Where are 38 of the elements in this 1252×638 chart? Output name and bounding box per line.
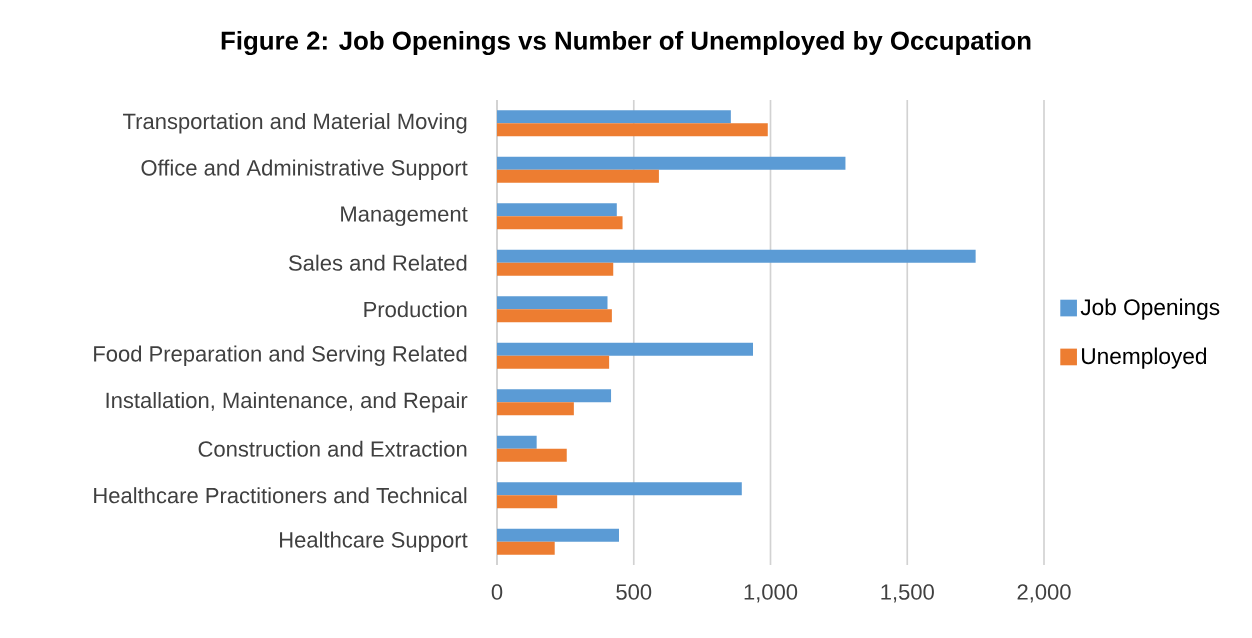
bar	[497, 262, 614, 276]
bar	[497, 249, 976, 263]
bar	[497, 309, 612, 323]
bar	[497, 203, 617, 217]
bar	[497, 355, 610, 369]
y-tick-label: Production	[364, 301, 467, 318]
y-tick-label: Food Preparation and Serving Related	[94, 345, 467, 367]
bar	[497, 296, 608, 310]
x-tick-label: 1,500	[881, 584, 934, 603]
bar	[497, 123, 768, 137]
bar	[497, 541, 555, 555]
bar	[497, 389, 612, 403]
x-tick-label: 1,000	[744, 584, 798, 603]
legend-label: Job Openings	[1080, 298, 1220, 320]
y-tick-label: Installation, Maintenance, and Repair	[106, 391, 468, 413]
y-tick-label: Management	[341, 206, 468, 227]
bar	[497, 435, 537, 449]
y-tick-label: Transportation and Material Moving	[123, 112, 467, 134]
y-tick-label: Healthcare Support	[280, 531, 468, 553]
bar	[497, 402, 574, 416]
bar	[497, 482, 742, 496]
bar	[497, 110, 731, 124]
x-tick-label: 2,000	[1017, 584, 1071, 603]
bar	[497, 342, 753, 356]
bar	[497, 169, 659, 183]
bar	[497, 528, 619, 542]
y-tick-label: Construction and Extraction	[198, 440, 467, 457]
chart-title: Figure 2: Job Openings vs Number of Unemployed by Occupation	[221, 30, 1031, 56]
x-tick-label: 0	[491, 584, 503, 600]
y-tick-label: Healthcare Practitioners and Technical	[94, 487, 467, 504]
bar	[497, 495, 558, 509]
y-tick-label: Office and Administrative Support	[141, 159, 468, 180]
bar	[497, 216, 623, 230]
bar	[497, 156, 846, 170]
y-tick-label: Sales and Related	[288, 254, 467, 271]
x-tick-label: 500	[616, 584, 652, 600]
bar	[497, 448, 567, 462]
legend-label: Unemployed	[1082, 347, 1207, 369]
